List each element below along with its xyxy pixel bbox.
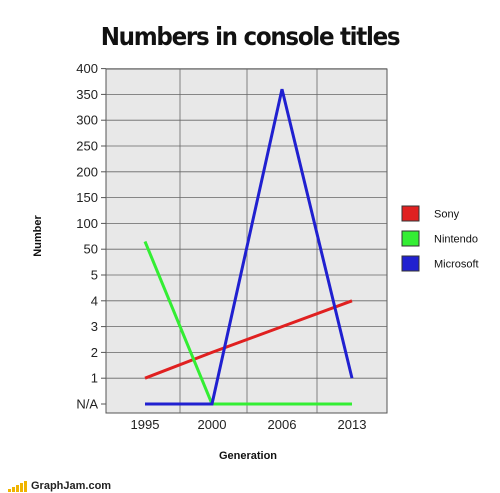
legend-label-sony: Sony — [434, 209, 460, 221]
y-tick-label: 150 — [76, 190, 98, 205]
x-tick-label: 2006 — [268, 417, 297, 432]
y-tick-label: 200 — [76, 164, 98, 179]
legend-swatch-microsoft — [401, 255, 420, 272]
y-tick-label: 5 — [91, 268, 98, 283]
series-line-microsoft — [145, 88, 354, 406]
x-axis-label: Generation — [219, 450, 277, 462]
legend-label-microsoft: Microsoft — [434, 259, 479, 271]
y-tick-label: 100 — [76, 216, 98, 231]
footer-site-name: GraphJam.com — [31, 480, 112, 492]
x-tick-label: 2013 — [338, 417, 367, 432]
legend-swatch-nintendo — [401, 230, 420, 247]
y-tick-label: 3 — [91, 319, 98, 334]
y-tick-label: 250 — [76, 139, 98, 154]
y-tick-label: 4 — [91, 293, 98, 308]
y-tick-label: 1 — [91, 371, 98, 386]
bar-chart-icon — [8, 480, 27, 492]
chart-title: Numbers in console titles — [100, 22, 401, 51]
y-tick-label: 350 — [76, 87, 98, 102]
legend-swatch-sony — [401, 205, 420, 222]
series-line-sony — [144, 299, 353, 380]
y-tick-label: 300 — [76, 113, 98, 128]
series-lines — [143, 88, 354, 406]
y-axis-ticks: N/A 1 2 3 4 5 50 100 150 200 250 300 350 400 — [76, 61, 106, 412]
plot-area — [105, 68, 388, 414]
y-tick-label: 2 — [91, 345, 98, 360]
x-axis-ticks: 1995 2000 2006 2013 — [131, 417, 367, 432]
series-line-nintendo — [143, 240, 352, 406]
y-tick-label: 400 — [76, 61, 98, 76]
legend: Sony Nintendo Microsoft — [401, 205, 479, 272]
x-tick-label: 2000 — [198, 417, 227, 432]
y-axis-label: Number — [32, 215, 44, 257]
y-tick-label: N/A — [76, 397, 98, 412]
x-tick-label: 1995 — [131, 417, 160, 432]
y-tick-label: 50 — [84, 242, 98, 257]
legend-label-nintendo: Nintendo — [434, 234, 478, 246]
graphjam-logo: GraphJam.com — [8, 478, 111, 492]
